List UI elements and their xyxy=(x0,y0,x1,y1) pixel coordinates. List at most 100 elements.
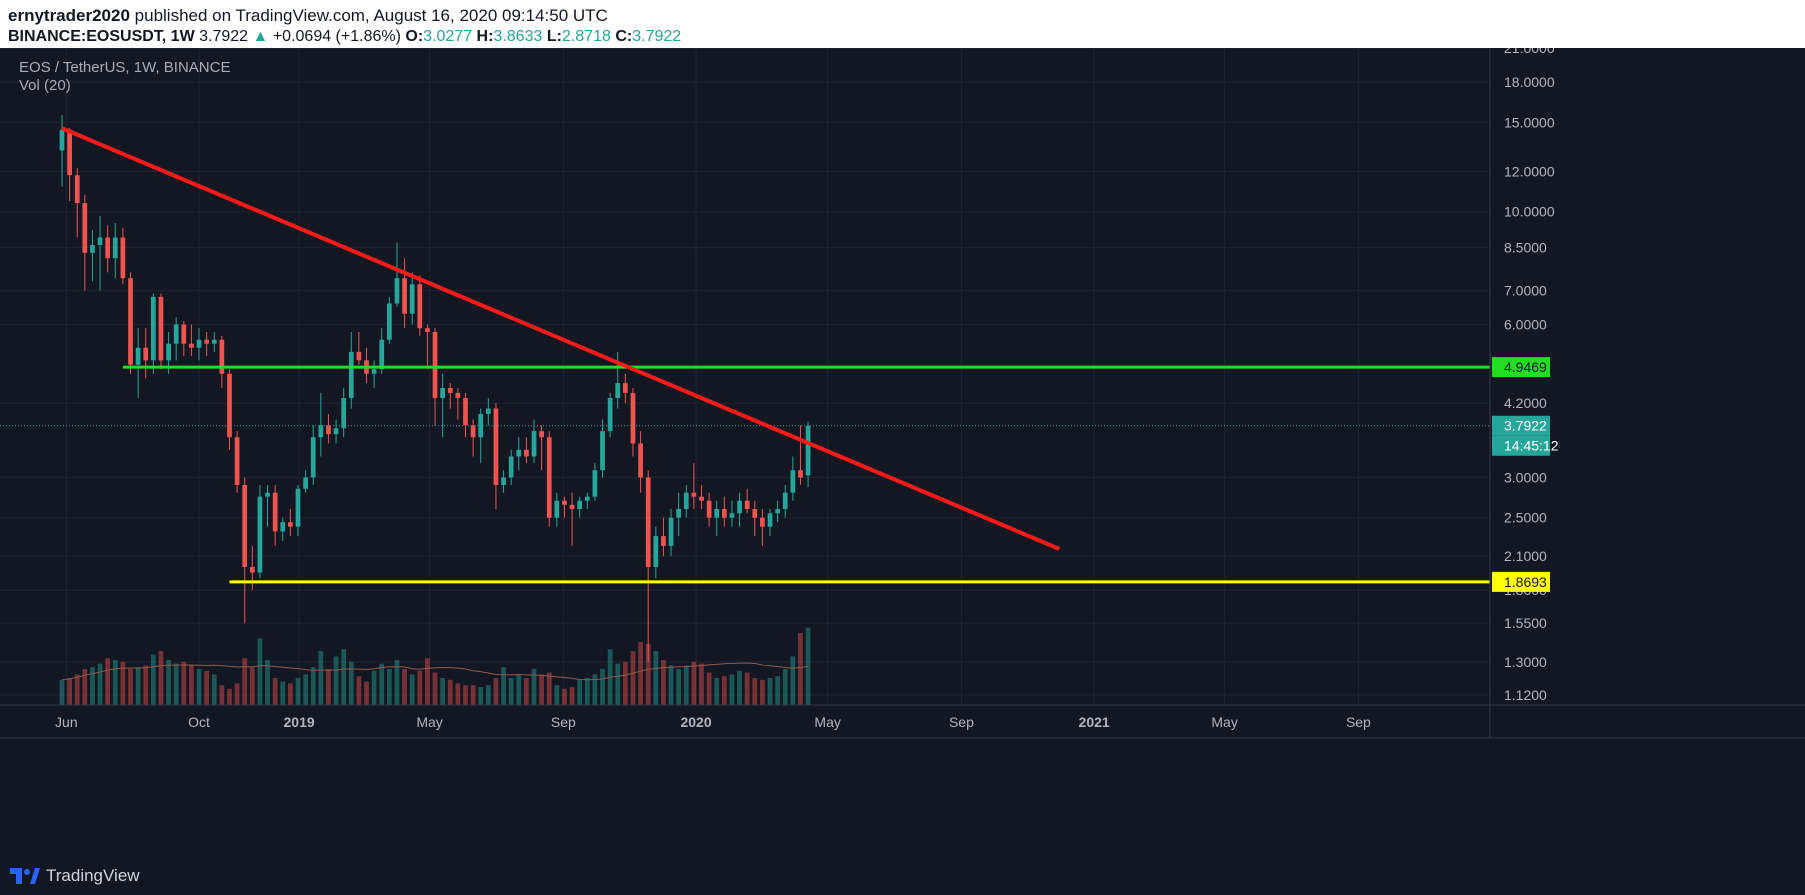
candle-body xyxy=(341,398,347,429)
volume-bar xyxy=(539,674,544,705)
volume-bar xyxy=(752,678,758,705)
price-tick-label: 15.0000 xyxy=(1504,114,1555,130)
volume-bar xyxy=(706,672,712,705)
volume-bars xyxy=(59,627,811,705)
candle-body xyxy=(623,383,628,393)
volume-bar xyxy=(364,681,369,705)
support-price-tag-bg xyxy=(1492,571,1550,592)
candle-body xyxy=(158,296,164,361)
candle-body xyxy=(128,278,133,365)
candle-body xyxy=(432,331,438,399)
open-label: O: xyxy=(405,28,424,45)
volume-bar xyxy=(592,674,598,705)
candle-body xyxy=(135,347,141,365)
close-label: C: xyxy=(615,28,633,45)
time-tick-label: Jun xyxy=(55,714,78,730)
chart-area[interactable]: 21.0000 18.0000 15.0000 12.0000 10.0000 8.500… xyxy=(0,48,1805,858)
descending-trendline xyxy=(61,126,1061,551)
footer-bar: TradingView xyxy=(0,858,1805,895)
volume-bar xyxy=(577,679,583,705)
candle-body xyxy=(67,129,72,176)
volume-bar xyxy=(341,649,347,705)
drawn-lines xyxy=(0,126,1490,584)
candle-body xyxy=(386,303,392,340)
candle-body xyxy=(683,492,689,510)
volume-bar xyxy=(668,665,674,705)
candle-body xyxy=(592,470,598,497)
candle-body xyxy=(508,456,514,478)
volume-bar xyxy=(189,665,194,705)
time-axis[interactable]: Jun Oct 2019 May Sep 2020 May Sep 2021 May Sep xyxy=(0,704,1805,739)
candle-body xyxy=(485,408,491,414)
volume-bar xyxy=(744,672,750,705)
volume-bar xyxy=(790,656,796,705)
volume-bar xyxy=(166,660,171,705)
volume-bar xyxy=(234,683,240,705)
volume-bar xyxy=(265,660,270,705)
candle-body xyxy=(211,339,217,344)
price-tick-label: 6.0000 xyxy=(1504,316,1547,332)
support-price-tag: 1.8693 xyxy=(1504,574,1547,590)
candle-body xyxy=(531,431,537,457)
candle-body xyxy=(699,496,704,501)
candle-body xyxy=(90,245,95,253)
volume-bar xyxy=(288,683,293,705)
candle-body xyxy=(744,500,750,510)
volume-bar xyxy=(478,687,484,705)
volume-bar xyxy=(630,651,636,705)
high-value: 3.8633 xyxy=(493,28,543,45)
candle-body xyxy=(371,369,377,374)
volume-bar xyxy=(158,651,164,705)
volume-bar xyxy=(638,642,643,705)
symbol-info: BINANCE:EOSUSDT, 1W 3.7922 ▲ +0.0694 (+1… xyxy=(8,28,681,46)
candle-body xyxy=(143,347,149,361)
volume-bar xyxy=(310,667,316,705)
time-tick-label: Oct xyxy=(188,714,210,730)
volume-bar xyxy=(653,651,659,705)
candle-body xyxy=(714,509,720,518)
candle-body xyxy=(280,522,286,532)
volume-bar xyxy=(242,658,248,705)
time-tick-label: 2020 xyxy=(680,714,711,730)
candle-body xyxy=(645,477,651,567)
change-label: +0.0694 (+1.86%) xyxy=(272,28,401,45)
volume-bar xyxy=(150,654,156,705)
candle-body xyxy=(150,296,156,361)
volume-bar xyxy=(181,661,187,705)
tradingview-logo[interactable]: TradingView xyxy=(10,866,140,886)
price-tick-label: 1.3000 xyxy=(1504,654,1547,670)
candle-body xyxy=(59,129,65,151)
price-axis[interactable]: 21.0000 18.0000 15.0000 12.0000 10.0000 8.500… xyxy=(1489,48,1559,738)
volume-bar xyxy=(516,674,522,705)
volume-bar xyxy=(211,674,217,705)
chart-title: EOS / TetherUS, 1W, BINANCE xyxy=(19,59,230,76)
candle-body xyxy=(668,517,674,546)
candle-body xyxy=(272,492,278,532)
candle-body xyxy=(577,500,583,510)
author-name[interactable]: ernytrader2020 xyxy=(8,6,130,25)
volume-bar xyxy=(120,661,126,705)
last-price-tag-bg xyxy=(1492,415,1550,436)
volume-bar xyxy=(782,669,788,705)
price-chart[interactable]: 21.0000 18.0000 15.0000 12.0000 10.0000 8.500… xyxy=(0,48,1805,858)
low-value: 2.8718 xyxy=(561,28,611,45)
volume-bar xyxy=(623,661,628,705)
last-price-tag: 3.7922 xyxy=(1504,418,1547,434)
candle-body xyxy=(798,470,803,478)
candle-body xyxy=(265,492,270,497)
candle-body xyxy=(463,398,468,426)
open-value: 3.0277 xyxy=(423,28,473,45)
volume-bar xyxy=(143,665,149,705)
volume-bar xyxy=(135,667,141,705)
candle-body xyxy=(676,509,682,518)
publish-header: ernytrader2020 published on TradingView.… xyxy=(0,0,1805,48)
candle-body xyxy=(524,449,529,457)
time-tick-label: May xyxy=(1211,714,1237,730)
candle-body xyxy=(706,500,712,518)
volume-bar xyxy=(798,633,803,705)
price-tick-label: 1.5500 xyxy=(1504,615,1547,631)
volume-bar xyxy=(432,672,438,705)
volume-bar xyxy=(760,679,765,705)
tradingview-brand: TradingView xyxy=(46,866,140,885)
symbol-label: BINANCE:EOSUSDT, 1W xyxy=(8,28,195,45)
